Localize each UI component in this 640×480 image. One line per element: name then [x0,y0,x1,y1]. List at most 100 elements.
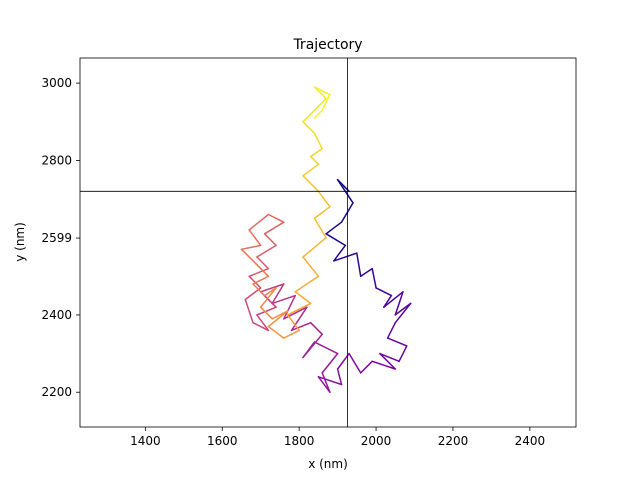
crosshair [80,58,576,427]
trajectory-segment [267,325,285,339]
trajectory-segment [321,352,339,374]
trajectory-segment [259,306,273,320]
trajectory-segment [398,345,408,363]
trajectory-segment [259,283,285,293]
chart-title: Trajectory [292,37,362,53]
trajectory-segment [371,267,377,289]
trajectory-segment [317,97,327,108]
trajectory-segment [313,341,339,355]
x-tick-label: 1800 [284,434,315,448]
trajectory-segment [321,372,331,393]
trajectory-segment [333,244,347,262]
trajectory-path [240,86,412,393]
trajectory-segment [283,329,300,339]
trajectory-segment [317,190,331,208]
trajectory-segment [317,376,343,386]
trajectory-segment [302,256,320,278]
trajectory-segment [263,221,285,235]
trajectory-segment [259,287,277,308]
trajectory-segment [248,213,270,231]
trajectory-segment [290,306,308,332]
trajectory-segment [348,352,362,374]
trajectory-segment [359,267,373,278]
trajectory-segment [379,352,397,370]
trajectory-segment [386,321,397,339]
trajectory-segment [290,321,312,332]
y-axis-ticks: 2200 2400 2599 2800 3000 [41,76,80,399]
y-tick-label: 2800 [41,153,72,167]
trajectory-segment [283,294,297,320]
trajectory-segment [333,252,358,262]
trajectory-segment [256,263,270,278]
trajectory-segment [321,93,331,111]
trajectory-segment [302,163,320,177]
trajectory-segment [313,109,323,119]
trajectory-segment [302,105,320,123]
trajectory-segment [383,291,404,308]
trajectory-segment [256,244,277,258]
trajectory-segment [317,376,331,393]
x-tick-label: 1400 [130,434,161,448]
trajectory-segment [313,132,323,150]
trajectory-segment [294,291,312,305]
trajectory-segment [267,213,285,223]
x-axis-label: x (nm) [308,457,348,471]
trajectory-segment [263,233,277,247]
trajectory-segment [371,360,397,370]
trajectory-segment [248,275,262,289]
trajectory-segment [302,236,327,258]
trajectory-segment [313,206,331,220]
trajectory-segment [244,298,254,324]
trajectory-segment [325,233,347,247]
trajectory-segment [286,302,312,316]
trajectory-segment [286,314,300,332]
trajectory-segment [309,321,323,336]
trajectory-segment [336,368,343,386]
trajectory-segment [302,333,323,359]
y-tick-label: 2400 [41,308,72,322]
trajectory-segment [375,287,393,297]
trajectory-segment [359,360,373,374]
trajectory-segment [309,148,323,158]
x-tick-label: 2400 [515,434,546,448]
trajectory-segment [336,352,350,370]
trajectory-segment [256,256,270,270]
trajectory-segment [248,267,270,278]
trajectory-segment [271,294,297,305]
trajectory-segment [252,283,266,297]
trajectory-segment [379,352,400,363]
trajectory-segment [356,252,362,278]
trajectory-segment [386,337,408,347]
y-tick-label: 3000 [41,76,72,90]
trajectory-segment [313,86,327,100]
trajectory-segment [394,302,412,324]
x-tick-label: 1600 [207,434,238,448]
trajectory-segment [309,155,320,166]
trajectory-segment [256,314,270,332]
trajectory-segment [240,244,262,251]
trajectory-segment [271,283,285,305]
trajectory-segment [252,275,270,285]
x-tick-label: 2000 [361,434,392,448]
y-axis-label: y (nm) [13,222,27,262]
x-axis-ticks: 1400 1600 1800 2000 2200 2400 [130,427,545,448]
trajectory-segment [302,175,320,193]
trajectory-segment [313,86,331,96]
trajectory-segment [252,321,270,332]
trajectory-segment [394,302,412,316]
axes-frame [79,57,577,428]
y-tick-label: 2599 [41,231,72,245]
trajectory-segment [394,291,404,316]
trajectory-segment [283,306,308,320]
trajectory-segment [294,275,320,293]
trajectory-segment [240,248,258,266]
trajectory-segment [267,310,289,328]
trajectory-segment [248,229,262,247]
trajectory-segment [256,306,277,316]
trajectory-segment [313,217,327,239]
trajectory-segment [302,121,316,135]
y-tick-label: 2200 [41,385,72,399]
trajectory-segment [325,221,343,235]
